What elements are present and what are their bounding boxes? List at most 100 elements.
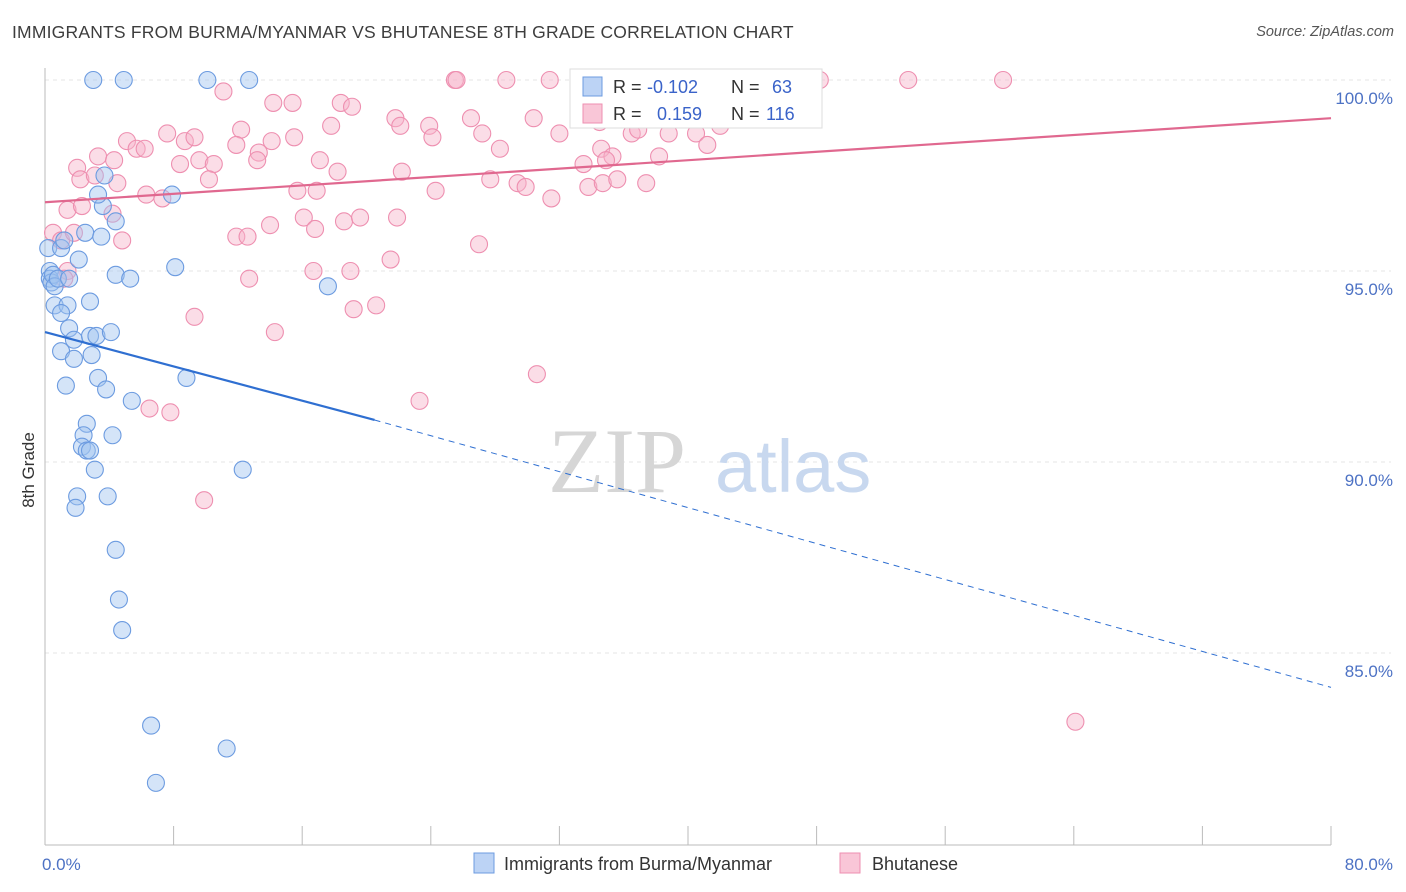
bhutanese-point-37 xyxy=(423,128,442,147)
bhutanese-point-77 xyxy=(387,208,407,227)
legend-n-label-1: N = xyxy=(731,77,760,97)
burma-point-33 xyxy=(69,250,88,269)
bhutanese-point-15 xyxy=(524,109,543,128)
bottom-legend-burma: Immigrants from Burma/Myanmar xyxy=(504,854,772,874)
burma-point-28 xyxy=(97,380,116,399)
burma-point-17 xyxy=(52,303,71,323)
chart-source: Source: ZipAtlas.com xyxy=(1256,24,1394,40)
burma-point-51 xyxy=(68,487,87,506)
burma-point-13 xyxy=(60,269,79,288)
bhutanese-point-31 xyxy=(175,132,194,151)
bhutanese-point-44 xyxy=(170,154,190,174)
bhutanese-point-18 xyxy=(232,120,251,139)
bhutanese-point-14 xyxy=(461,109,481,128)
burma-point-37 xyxy=(318,277,337,296)
bhutanese-point-3 xyxy=(540,70,559,90)
burma-point-34 xyxy=(106,265,125,284)
legend-r-value-2: 0.159 xyxy=(657,104,702,124)
bhutanese-point-61 xyxy=(481,170,500,189)
burma-point-4 xyxy=(39,239,58,258)
burma-point-31 xyxy=(76,223,95,242)
burma-point-3 xyxy=(240,70,259,90)
bhutanese-point-51 xyxy=(574,154,593,174)
correlation-legend: R = -0.102 N = 63 R = 0.159 N = 116 xyxy=(569,68,823,129)
legend-n-value-2: 116 xyxy=(766,104,795,124)
bhutanese-point-19 xyxy=(322,116,341,135)
bhutanese-point-50 xyxy=(392,162,411,181)
bhutanese-point-66 xyxy=(593,174,612,193)
bhutanese-point-35 xyxy=(262,132,281,151)
bhutanese-point-29 xyxy=(135,139,154,158)
y-tick-labels: 100.0% 95.0% 90.0% 85.0% xyxy=(1335,89,1393,681)
burma-point-59 xyxy=(146,773,165,792)
burma-point-39 xyxy=(106,212,125,231)
legend-swatch-burma xyxy=(582,76,603,97)
bhutanese-point-38 xyxy=(490,139,509,158)
bhutanese-point-27 xyxy=(117,132,137,151)
bhutanese-point-73 xyxy=(260,216,280,235)
bhutanese-point-12 xyxy=(342,97,362,116)
burma-point-24 xyxy=(64,349,83,368)
bhutanese-point-46 xyxy=(204,154,223,174)
bhutanese-point-48 xyxy=(310,151,329,170)
bhutanese-point-83 xyxy=(238,227,257,246)
burma-point-18 xyxy=(60,319,79,338)
bhutanese-point-100 xyxy=(195,491,214,510)
bhutanese-point-21 xyxy=(420,116,439,135)
bhutanese-point-9 xyxy=(264,93,283,112)
bhutanese-point-106 xyxy=(698,135,717,154)
bhutanese-point-47 xyxy=(248,151,267,170)
bhutanese-point-60 xyxy=(426,181,445,200)
bhutanese-point-36 xyxy=(285,128,304,147)
y-tick-label-2: 90.0% xyxy=(1345,471,1393,490)
burma-point-41 xyxy=(95,166,114,185)
burma-point-12 xyxy=(55,231,74,250)
burma-point-54 xyxy=(106,540,125,559)
series-legend: Immigrants from Burma/Myanmar Bhutanese xyxy=(473,852,958,874)
burma-point-2 xyxy=(198,70,217,90)
y-axis-label: 8th Grade xyxy=(19,432,38,508)
bhutanese-point-41 xyxy=(68,158,87,177)
bhutanese-point-70 xyxy=(72,197,92,216)
bhutanese-point-76 xyxy=(351,208,370,227)
bhutanese-point-89 xyxy=(304,261,323,281)
chart-title: IMMIGRANTS FROM BURMA/MYANMAR VS BHUTANE… xyxy=(12,22,794,42)
burma-point-21 xyxy=(87,326,106,345)
burma-trend-line xyxy=(44,331,375,422)
bhutanese-point-59 xyxy=(307,181,326,200)
burma-point-48 xyxy=(80,441,100,460)
bhutanese-point-90 xyxy=(341,261,360,281)
bhutanese-point-63 xyxy=(516,177,535,197)
burma-point-22 xyxy=(101,323,120,342)
burma-point-44 xyxy=(74,426,93,445)
legend-r-label-1: R = xyxy=(613,77,642,97)
y-tick-label-1: 95.0% xyxy=(1345,280,1393,299)
watermark-zip: ZIP xyxy=(548,410,686,512)
burma-point-1 xyxy=(114,70,133,90)
x-tick-labels: 0.0% 80.0% xyxy=(42,855,1393,874)
bottom-legend-bhutanese: Bhutanese xyxy=(872,854,958,874)
legend-r-label-2: R = xyxy=(613,104,642,124)
burma-point-53 xyxy=(66,498,85,517)
bhutanese-point-33 xyxy=(227,135,246,154)
burma-point-25 xyxy=(82,345,101,365)
bhutanese-point-30 xyxy=(158,124,177,143)
burma-point-16 xyxy=(80,292,100,311)
bhutanese-point-49 xyxy=(328,162,347,181)
burma-point-55 xyxy=(109,590,128,609)
bhutanese-point-93 xyxy=(265,323,284,342)
burma-point-49 xyxy=(85,460,104,479)
burma-point-36 xyxy=(166,258,185,277)
burma-point-40 xyxy=(88,185,108,204)
bhutanese-point-99 xyxy=(527,365,546,384)
watermark: ZIP atlas xyxy=(548,410,871,512)
burma-point-32 xyxy=(92,227,111,246)
trend-lines xyxy=(44,117,1332,688)
bhutanese-point-53 xyxy=(71,170,90,189)
bhutanese-point-7 xyxy=(994,70,1013,90)
bhutanese-point-74 xyxy=(294,208,313,227)
bhutanese-point-91 xyxy=(381,250,400,269)
bhutanese-point-8 xyxy=(214,82,233,101)
x-tick-label-1: 80.0% xyxy=(1345,855,1393,874)
